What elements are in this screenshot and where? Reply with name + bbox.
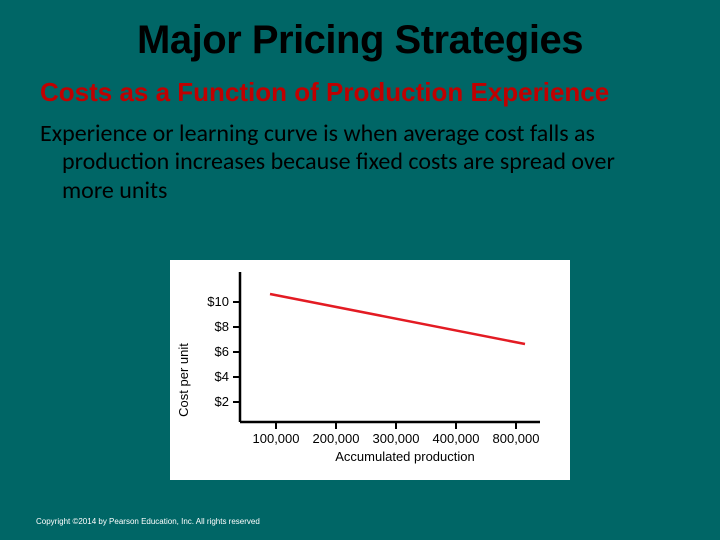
x-ticks: 100,000 200,000 300,000 400,000 800,000 — [253, 422, 540, 446]
x-tick-label: 400,000 — [433, 431, 480, 446]
x-axis-label: Accumulated production — [335, 449, 474, 464]
y-tick-label: $8 — [215, 319, 229, 334]
y-tick-label: $2 — [215, 394, 229, 409]
x-tick-label: 800,000 — [493, 431, 540, 446]
axes — [240, 272, 540, 422]
slide: Major Pricing Strategies Costs as a Func… — [0, 0, 720, 540]
chart-svg: Cost per unit $2 $4 $6 $8 $10 100,000 200,000… — [170, 260, 570, 480]
page-title: Major Pricing Strategies — [0, 0, 720, 63]
x-tick-label: 200,000 — [313, 431, 360, 446]
copyright-text: Copyright ©2014 by Pearson Education, In… — [36, 517, 260, 526]
x-tick-label: 300,000 — [373, 431, 420, 446]
page-subtitle: Costs as a Function of Production Experi… — [0, 63, 720, 108]
experience-curve-line — [270, 294, 525, 344]
y-tick-label: $6 — [215, 344, 229, 359]
body-paragraph: Experience or learning curve is when ave… — [22, 108, 720, 205]
experience-curve-chart: Cost per unit $2 $4 $6 $8 $10 100,000 200,000… — [170, 260, 570, 480]
x-tick-label: 100,000 — [253, 431, 300, 446]
y-ticks: $2 $4 $6 $8 $10 — [207, 294, 240, 409]
y-tick-label: $10 — [207, 294, 229, 309]
y-axis-label: Cost per unit — [176, 343, 191, 417]
y-tick-label: $4 — [215, 369, 229, 384]
